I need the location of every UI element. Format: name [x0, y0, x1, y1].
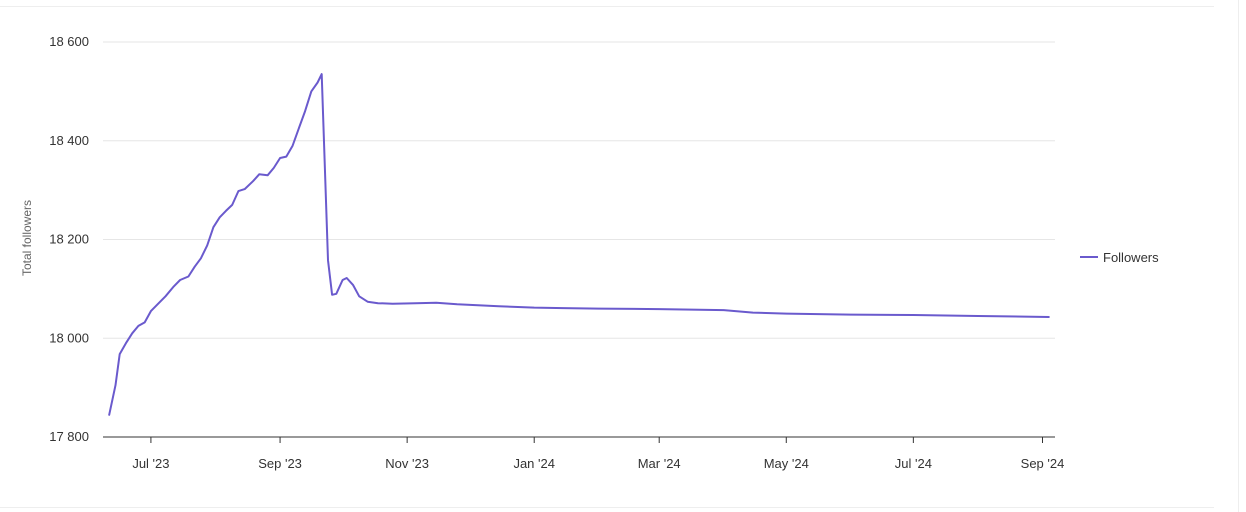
legend-item-label[interactable]: Followers	[1103, 250, 1159, 265]
panel-divider	[1238, 0, 1239, 512]
y-axis-label: Total followers	[20, 200, 34, 276]
x-tick-label: Sep '23	[258, 456, 302, 471]
x-tick-label: Nov '23	[385, 456, 429, 471]
x-tick-label: Jan '24	[513, 456, 555, 471]
x-tick-label: Mar '24	[638, 456, 681, 471]
y-tick-label: 17 800	[49, 429, 89, 444]
legend[interactable]: Followers	[1080, 250, 1159, 265]
x-tick-label: May '24	[764, 456, 809, 471]
x-tick-label: Jul '24	[895, 456, 932, 471]
x-tick-label: Sep '24	[1021, 456, 1065, 471]
y-axis-ticks: 18 600 18 400 18 200 18 000 17 800	[49, 34, 89, 444]
y-tick-label: 18 000	[49, 330, 89, 345]
series-lines	[108, 73, 1050, 416]
grid-lines	[103, 41, 1055, 339]
y-tick-label: 18 400	[49, 133, 89, 148]
x-tick-label: Jul '23	[132, 456, 169, 471]
series-line-followers	[108, 73, 1050, 416]
x-axis: Jul '23 Sep '23 Nov '23 Jan '24 Mar '24 May '…	[103, 436, 1065, 471]
y-tick-label: 18 200	[49, 232, 89, 247]
y-tick-label: 18 600	[49, 34, 89, 49]
